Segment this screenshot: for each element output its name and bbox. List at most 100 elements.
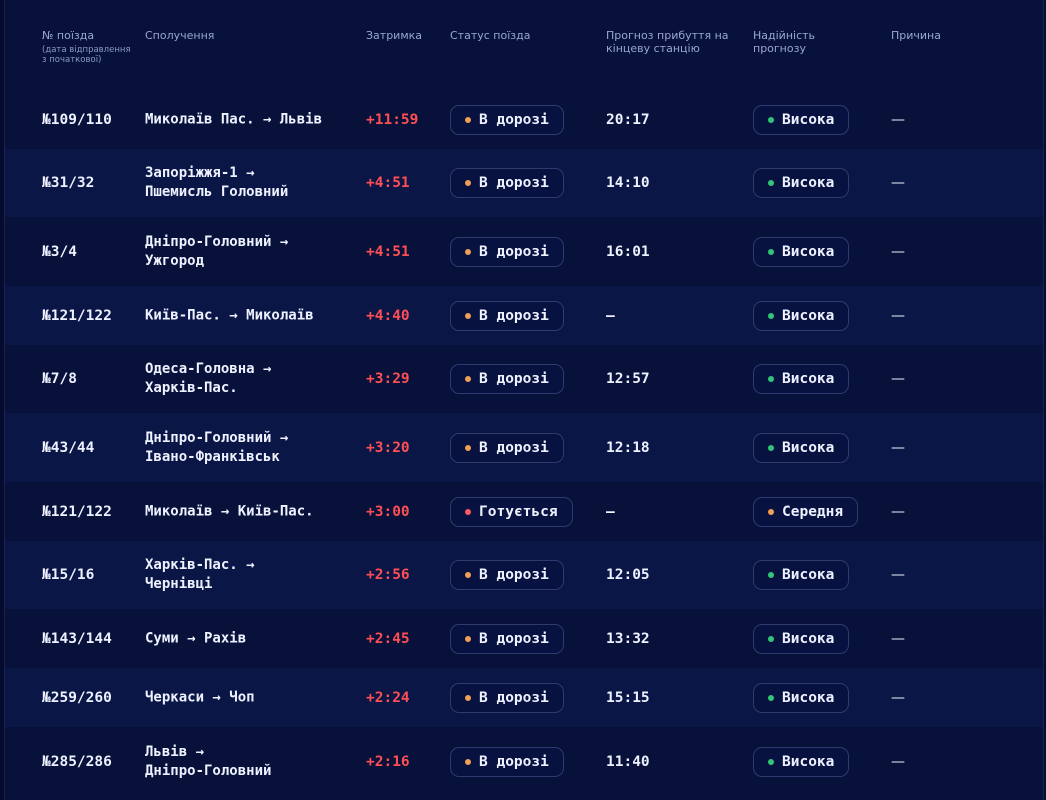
- status-dot-icon: [465, 508, 471, 515]
- col-header-reliability[interactable]: Надійність прогнозу: [753, 29, 816, 55]
- status-dot-icon: [465, 444, 471, 451]
- reliability-badge: Висока: [753, 560, 850, 590]
- train-number: №259/260: [42, 689, 112, 706]
- reliability-label: Висока: [782, 243, 835, 260]
- eta-value: —: [606, 503, 615, 520]
- table-row[interactable]: №31/32 Запоріжжя-1 → Пшемисль Головний +4:5…: [5, 149, 1043, 217]
- col-header-route[interactable]: Сполучення: [145, 29, 215, 42]
- reliability-badge: Висока: [753, 364, 850, 394]
- col-header-eta[interactable]: Прогноз прибуття на кінцеву станцію: [606, 29, 729, 55]
- status-dot-icon: [465, 180, 471, 186]
- eta-value: —: [606, 307, 615, 324]
- route-line: Миколаїв Пас. → Львів: [145, 111, 323, 127]
- status-badge: В дорозі: [450, 236, 564, 267]
- reason-value: —: [891, 307, 905, 324]
- eta-value: 12:05: [606, 567, 650, 583]
- col-header-delay[interactable]: Затримка: [366, 29, 423, 42]
- reliability-dot-icon: [768, 759, 774, 765]
- route: Миколаїв Пас. → Львів: [145, 110, 355, 129]
- status-label: В дорозі: [479, 111, 549, 128]
- route-line: Запоріжжя-1 →: [145, 165, 255, 181]
- eta-value: 16:01: [606, 243, 650, 260]
- route-line: Чернівці: [145, 576, 213, 592]
- eta-value: 13:32: [606, 630, 650, 647]
- table-row[interactable]: №259/260 Черкаси → Чоп +2:24 В дорозі 15:15 В…: [5, 668, 1043, 727]
- delay-value: +2:56: [366, 567, 410, 583]
- status-label: В дорозі: [479, 567, 549, 583]
- table-row[interactable]: №43/44 Дніпро-Головний → Івано-Франківськ +…: [5, 413, 1043, 482]
- route: Запоріжжя-1 → Пшемисль Головний: [145, 164, 355, 202]
- delay-value: +2:45: [366, 630, 410, 647]
- train-number: №109/110: [42, 111, 112, 128]
- status-dot-icon: [465, 248, 471, 255]
- reason-value: —: [891, 630, 905, 647]
- status-badge: В дорозі: [450, 168, 564, 198]
- route-line: Львів →: [145, 744, 205, 760]
- route: Львів → Дніпро-Головний: [145, 743, 355, 781]
- reason-value: —: [891, 503, 905, 520]
- table-row[interactable]: №121/122 Миколаїв → Київ-Пас. +3:00 Готуєть…: [5, 482, 1043, 541]
- delay-value: +3:29: [366, 371, 410, 387]
- reliability-dot-icon: [768, 180, 774, 186]
- reliability-label: Висока: [782, 439, 835, 456]
- table-row[interactable]: №285/286 Львів → Дніпро-Головний +2:16 В дор…: [5, 727, 1043, 797]
- col-header-reason[interactable]: Причина: [891, 29, 941, 42]
- table-row[interactable]: №15/16 Харків-Пас. → Чернівці +2:56 В дорозі…: [5, 541, 1043, 609]
- route-line: Дніпро-Головний →: [145, 233, 289, 250]
- delay-value: +2:24: [366, 689, 410, 706]
- status-badge: В дорозі: [450, 623, 564, 654]
- train-number: №31/32: [42, 175, 95, 191]
- reliability-label: Висока: [782, 630, 835, 647]
- status-badge: В дорозі: [450, 300, 564, 331]
- status-badge: Готується: [450, 496, 573, 527]
- table-row[interactable]: №109/110 Миколаїв Пас. → Львів +11:59 В дор…: [5, 90, 1043, 149]
- reliability-badge: Висока: [753, 747, 850, 777]
- reliability-badge: Висока: [753, 104, 850, 135]
- route-line: Черкаси → Чоп: [145, 689, 255, 705]
- table-row[interactable]: №3/4 Дніпро-Головний → Ужгород +4:51 В дороз…: [5, 217, 1043, 286]
- reliability-dot-icon: [768, 694, 774, 701]
- status-label: В дорозі: [479, 439, 549, 456]
- eta-value: 15:15: [606, 689, 650, 706]
- reliability-dot-icon: [768, 508, 774, 515]
- reliability-label: Висока: [782, 754, 835, 770]
- status-badge: В дорозі: [450, 432, 564, 463]
- reliability-dot-icon: [768, 116, 774, 123]
- status-dot-icon: [465, 116, 471, 123]
- status-label: В дорозі: [479, 175, 549, 191]
- reason-value: —: [891, 175, 905, 191]
- route: Київ-Пас. → Миколаїв: [145, 306, 355, 325]
- route-line: Ужгород: [145, 252, 205, 269]
- status-label: Готується: [479, 503, 558, 520]
- status-dot-icon: [465, 376, 471, 382]
- status-badge: В дорозі: [450, 560, 564, 590]
- route: Харків-Пас. → Чернівці: [145, 556, 355, 594]
- status-badge: В дорозі: [450, 364, 564, 394]
- status-dot-icon: [465, 694, 471, 701]
- reliability-badge: Висока: [753, 623, 850, 654]
- table-row[interactable]: №7/8 Одеса-Головна → Харків-Пас. +3:29 В дор…: [5, 345, 1043, 413]
- delay-value: +11:59: [366, 111, 419, 128]
- status-dot-icon: [465, 312, 471, 319]
- col-header-train[interactable]: № поїзда (дата відправлення з початкової…: [42, 29, 132, 65]
- table-row[interactable]: №121/122 Київ-Пас. → Миколаїв +4:40 В дороз…: [5, 286, 1043, 345]
- status-label: В дорозі: [479, 243, 549, 260]
- table-row[interactable]: №143/144 Суми → Рахів +2:45 В дорозі 13:32 Ви…: [5, 609, 1043, 668]
- reliability-badge: Висока: [753, 300, 850, 331]
- col-header-status[interactable]: Статус поїзда: [450, 29, 531, 42]
- route: Дніпро-Головний → Івано-Франківськ: [145, 429, 355, 467]
- train-number: №143/144: [42, 630, 112, 647]
- route: Дніпро-Головний → Ужгород: [145, 233, 355, 271]
- route-line: Суми → Рахів: [145, 630, 247, 646]
- status-badge: В дорозі: [450, 682, 564, 713]
- route-line: Пшемисль Головний: [145, 184, 289, 200]
- route: Одеса-Головна → Харків-Пас.: [145, 360, 355, 398]
- reason-value: —: [891, 754, 905, 770]
- train-number: №43/44: [42, 439, 95, 456]
- reliability-label: Висока: [782, 307, 835, 324]
- delay-value: +2:16: [366, 754, 410, 770]
- route-line: Дніпро-Головний →: [145, 429, 289, 446]
- reliability-label: Висока: [782, 567, 835, 583]
- reliability-dot-icon: [768, 572, 774, 578]
- reliability-dot-icon: [768, 248, 774, 255]
